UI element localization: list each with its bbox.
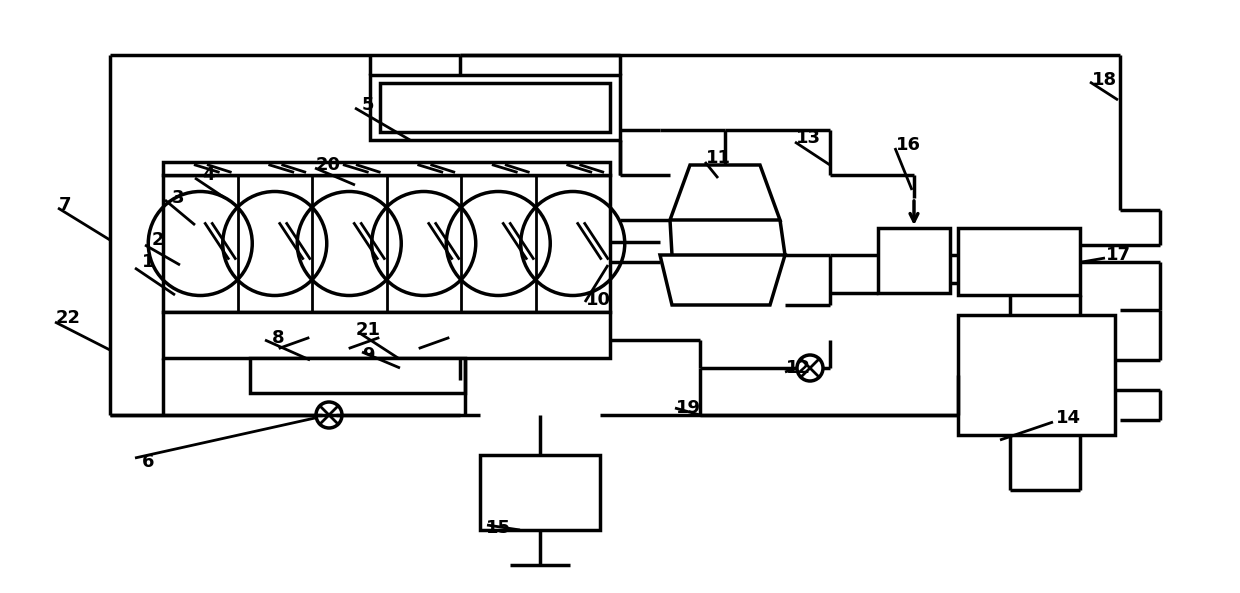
Text: 21: 21 [356, 321, 381, 339]
Text: 15: 15 [486, 519, 511, 537]
Text: 9: 9 [362, 346, 374, 364]
Text: 1: 1 [141, 253, 154, 271]
Text: 7: 7 [58, 196, 71, 214]
Text: 16: 16 [895, 136, 920, 154]
Text: 11: 11 [706, 149, 730, 167]
Text: 3: 3 [172, 189, 185, 207]
Bar [162, 162, 610, 175]
Text: 18: 18 [1092, 71, 1117, 89]
Text: 4: 4 [202, 166, 215, 184]
Bar [250, 358, 465, 393]
Bar [480, 455, 600, 530]
Text: 22: 22 [56, 309, 81, 327]
Bar [959, 315, 1115, 435]
Bar [162, 175, 610, 312]
Bar [370, 75, 620, 140]
Text: 6: 6 [141, 453, 154, 471]
Text: 17: 17 [1106, 246, 1131, 264]
Bar [878, 228, 950, 293]
Text: 12: 12 [785, 359, 811, 377]
Bar [379, 83, 610, 132]
Text: 2: 2 [151, 231, 164, 249]
Text: 10: 10 [585, 291, 610, 309]
Polygon shape [670, 165, 780, 220]
Text: 8: 8 [272, 329, 284, 347]
Bar [959, 228, 1080, 295]
Text: 13: 13 [796, 129, 821, 147]
Text: 20: 20 [315, 156, 341, 174]
Text: 5: 5 [362, 96, 374, 114]
Polygon shape [660, 255, 785, 305]
Bar [162, 312, 610, 358]
Text: 19: 19 [676, 399, 701, 417]
Text: 14: 14 [1055, 409, 1080, 427]
